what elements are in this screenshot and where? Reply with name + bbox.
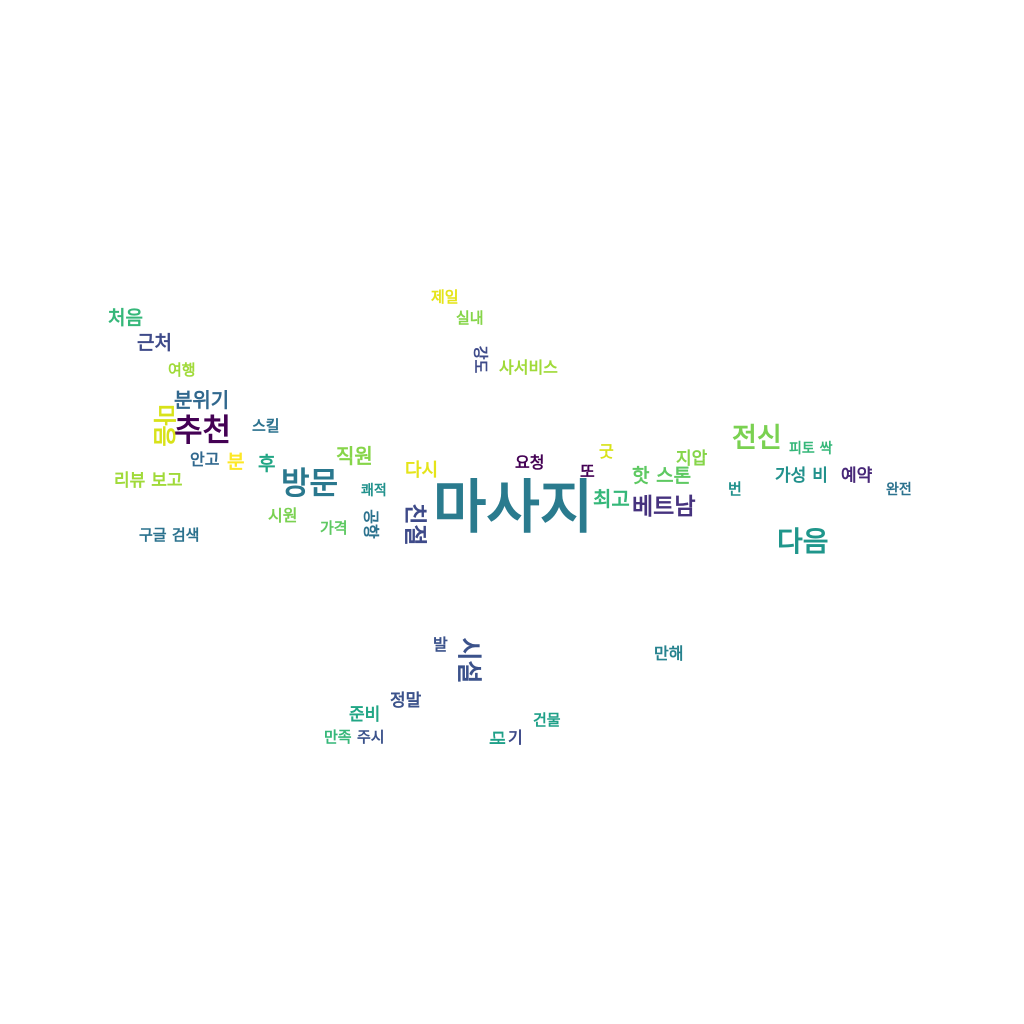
word-best: 최고 xyxy=(593,487,630,511)
word-atmosphere: 분위기 xyxy=(174,388,230,412)
word-cool: 시원 xyxy=(268,506,298,525)
word-airport: 공항 xyxy=(361,509,381,539)
word-price: 가격 xyxy=(320,519,348,537)
word-skill: 스킬 xyxy=(252,417,280,435)
word-review: 리뷰 보고 xyxy=(114,471,183,491)
word-minute: 분 xyxy=(227,451,245,473)
word-completely: 완전 xyxy=(886,482,912,498)
word-give: 주시 xyxy=(357,728,385,746)
word-heart: 마음 xyxy=(150,404,177,447)
word-vietnam: 베트남 xyxy=(632,494,696,520)
word-hug: 안고 xyxy=(190,450,220,469)
word-prepare: 준비 xyxy=(349,705,381,725)
word-dae: 대 xyxy=(487,730,507,746)
word-foot: 발 xyxy=(433,635,448,654)
word-indoor: 실내 xyxy=(456,309,484,327)
word-first: 처음 xyxy=(108,307,143,329)
word-massage: 마사지 xyxy=(433,473,594,541)
word-facility: 시설 xyxy=(454,637,484,684)
word-satisfaction: 만족 xyxy=(324,728,352,746)
word-gi: 기 xyxy=(508,728,523,747)
word-service: 사서비스 xyxy=(499,358,558,377)
word-kind: 친절 xyxy=(401,503,428,546)
word-really: 정말 xyxy=(390,691,422,711)
word-building: 건물 xyxy=(533,711,561,729)
word-most: 제일 xyxy=(431,288,459,306)
word-again: 다시 xyxy=(405,460,439,481)
word-pleasant: 쾌적 xyxy=(361,483,387,499)
word-again-2: 또 xyxy=(580,462,595,481)
word-google-search: 구글 검색 xyxy=(139,526,200,544)
word-staff: 직원 xyxy=(336,444,373,468)
word-visit: 방문 xyxy=(281,466,339,502)
word-times: 번 xyxy=(728,480,742,498)
word-next: 다음 xyxy=(777,525,829,558)
word-reservation: 예약 xyxy=(841,466,873,486)
word-nearby: 근처 xyxy=(137,332,172,354)
word-hot-stone: 핫 스톤 xyxy=(632,465,692,487)
word-good: 굿 xyxy=(599,442,614,461)
word-worth: 만해 xyxy=(654,644,684,663)
word-value: 가성 비 xyxy=(775,466,828,486)
word-strength: 강도 xyxy=(471,345,490,374)
word-full-body: 전신 xyxy=(732,423,782,454)
word-travel: 여행 xyxy=(168,361,196,379)
word-request: 요청 xyxy=(515,453,545,472)
word-after: 후 xyxy=(258,453,276,475)
word-acupressure: 지압 xyxy=(676,449,708,469)
word-fatigue: 피토 싹 xyxy=(789,441,833,457)
word-recommend: 추천 xyxy=(174,413,232,449)
